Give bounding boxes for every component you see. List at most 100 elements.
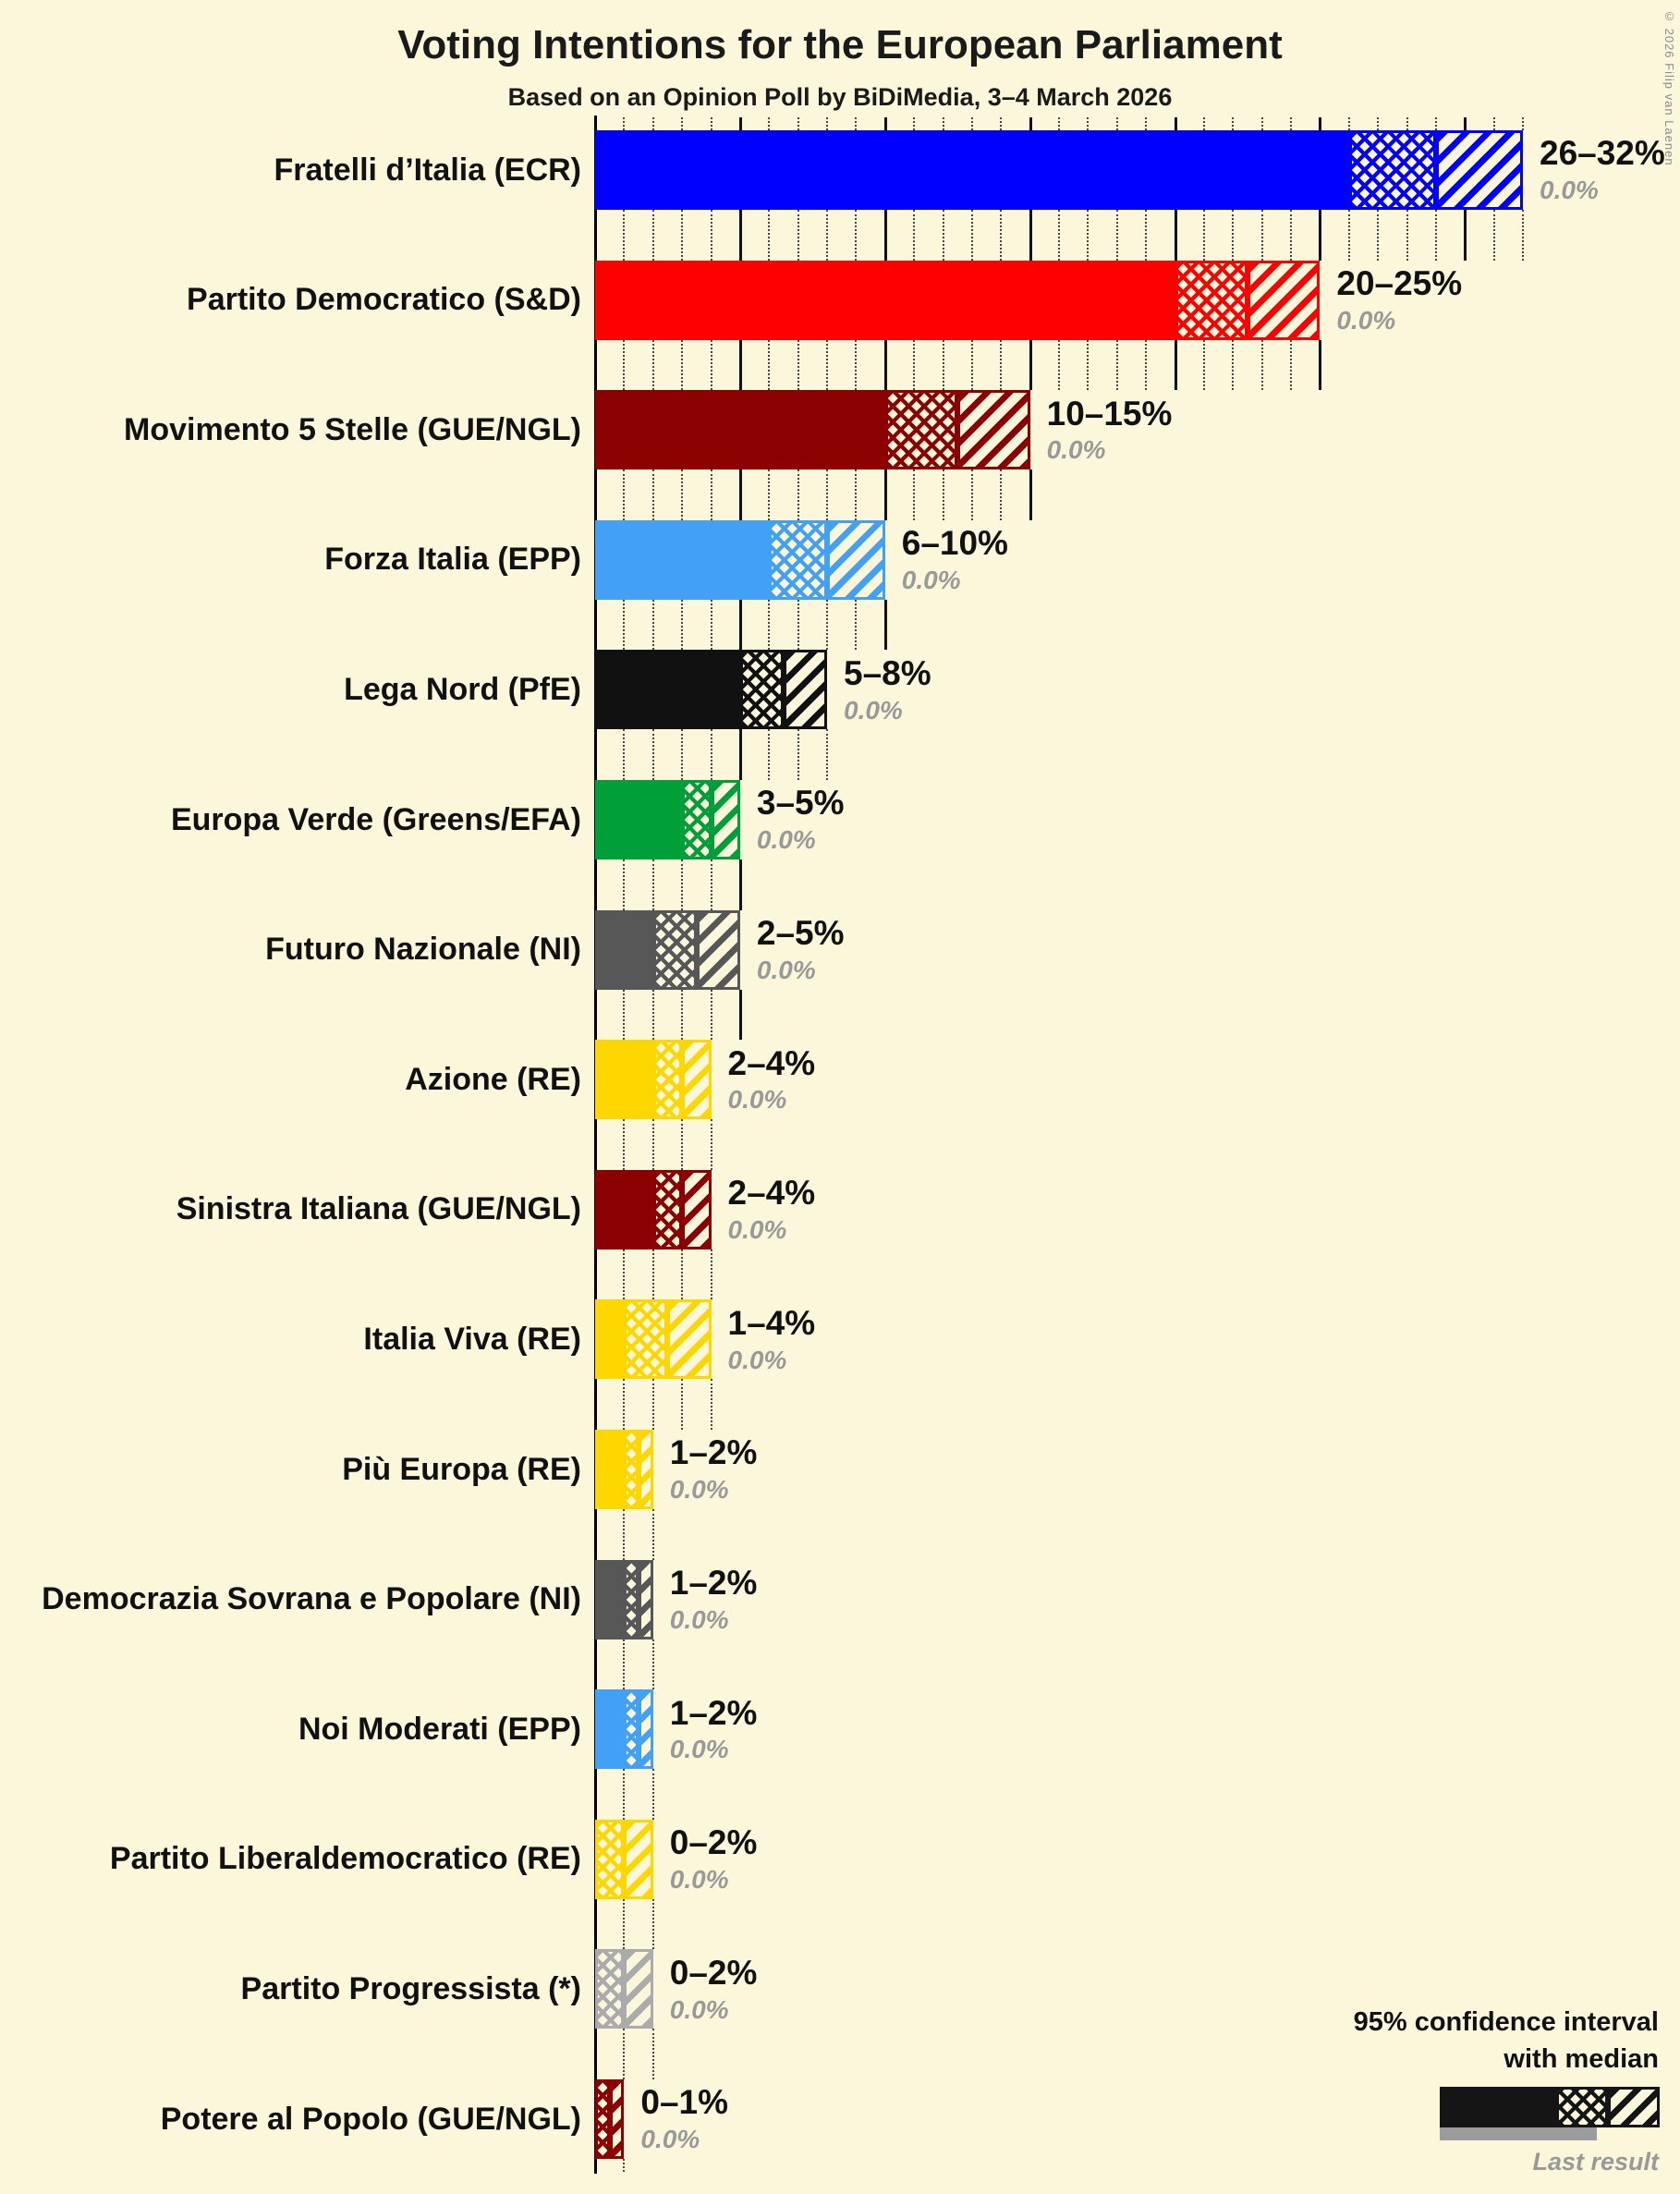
gridline xyxy=(623,469,626,520)
gridline xyxy=(797,469,799,520)
gridline xyxy=(826,210,828,261)
range-label: 2–5% xyxy=(756,913,845,952)
gridline xyxy=(1290,210,1292,261)
legend-title-line2: with median xyxy=(1503,2044,1659,2074)
last-result-label: 0.0% xyxy=(727,1085,787,1115)
party-label: Lega Nord (PfE) xyxy=(344,671,581,707)
last-result-label: 0.0% xyxy=(669,1475,729,1505)
gridline xyxy=(1232,210,1235,261)
gridline xyxy=(738,989,742,1041)
bar-segment-solid xyxy=(595,1169,653,1249)
party-label: Movimento 5 Stelle (GUE/NGL) xyxy=(124,411,581,447)
range-label: 0–1% xyxy=(640,2083,729,2122)
gridline xyxy=(1347,210,1350,261)
gridline xyxy=(738,339,742,391)
gridline xyxy=(942,117,944,130)
gridline xyxy=(1522,210,1524,261)
bar-segment-diagonal xyxy=(1435,130,1523,210)
bar-segment-crosshatch xyxy=(595,1949,625,2029)
result-labels: 1–2% 0.0% xyxy=(670,1560,758,1639)
gridline xyxy=(1115,117,1118,130)
bar-segment-solid xyxy=(595,130,1349,210)
gridline xyxy=(970,469,973,520)
gridline xyxy=(1319,210,1322,261)
gridline-strip xyxy=(595,469,1034,520)
bar-segment-solid xyxy=(595,1559,625,1639)
gridline xyxy=(623,1769,626,1820)
gridline xyxy=(623,1119,626,1170)
gridline xyxy=(913,210,916,261)
bar-segment-crosshatch xyxy=(595,2079,610,2159)
gridline xyxy=(681,1249,684,1300)
gridline xyxy=(738,210,742,261)
gridline xyxy=(1202,339,1205,391)
gridline-strip xyxy=(595,989,744,1041)
result-bar xyxy=(595,1040,712,1120)
last-result-label: 0.0% xyxy=(901,566,961,595)
result-bar xyxy=(595,1559,653,1639)
gridline xyxy=(651,599,654,651)
range-label: 2–4% xyxy=(727,1043,816,1082)
gridline xyxy=(623,859,626,910)
gridline xyxy=(1406,210,1408,261)
gridline xyxy=(651,1639,654,1690)
gridline xyxy=(1029,469,1032,520)
gridline xyxy=(1319,339,1322,391)
gridline xyxy=(1406,117,1408,130)
bar-segment-diagonal xyxy=(783,650,827,730)
gridline xyxy=(681,210,684,261)
gridline xyxy=(1087,117,1090,130)
gridline xyxy=(797,210,799,261)
gridline xyxy=(710,859,712,910)
gridline xyxy=(1232,339,1235,391)
gridline xyxy=(1087,339,1090,391)
result-bar xyxy=(595,1299,712,1380)
result-labels: 2–4% 0.0% xyxy=(728,1170,816,1249)
gridline xyxy=(738,729,742,780)
gridline xyxy=(738,117,742,130)
last-result-label: 0.0% xyxy=(1540,176,1599,205)
party-label: Partito Democratico (S&D) xyxy=(187,282,581,318)
gridline xyxy=(855,210,858,261)
gridline xyxy=(1058,210,1060,261)
result-labels: 0–2% 0.0% xyxy=(670,1820,758,1899)
gridline xyxy=(1377,210,1380,261)
result-bar xyxy=(595,2079,625,2159)
bar-segment-diagonal xyxy=(682,1169,712,1249)
gridline-strip xyxy=(595,1639,657,1690)
gridline xyxy=(1115,210,1118,261)
result-bar xyxy=(595,909,740,990)
range-label: 1–2% xyxy=(669,1693,758,1732)
result-labels: 1–2% 0.0% xyxy=(670,1430,758,1509)
legend-diagonal-segment xyxy=(1608,2087,1660,2127)
result-labels: 1–2% 0.0% xyxy=(670,1689,758,1769)
gridline xyxy=(883,117,887,130)
gridline xyxy=(1000,339,1003,391)
bar-segment-solid xyxy=(595,909,653,990)
gridline-strip xyxy=(595,339,1323,391)
bar-segment-diagonal xyxy=(609,2079,625,2159)
gridline xyxy=(1145,117,1148,130)
range-label: 0–2% xyxy=(669,1823,758,1862)
range-label: 0–2% xyxy=(669,1953,758,1992)
gridline xyxy=(623,339,626,391)
gridline xyxy=(883,339,887,391)
gridline xyxy=(826,339,828,391)
gridline xyxy=(710,1119,712,1170)
bar-segment-diagonal xyxy=(667,1299,712,1380)
bar-segment-diagonal xyxy=(639,1689,653,1770)
last-result-label: 0.0% xyxy=(727,1345,787,1374)
bar-segment-crosshatch xyxy=(884,390,958,470)
range-label: 5–8% xyxy=(844,653,931,692)
gridline-strip xyxy=(595,1379,715,1430)
gridline xyxy=(855,599,858,651)
last-result-label: 0.0% xyxy=(1046,435,1106,465)
bar-segment-solid xyxy=(595,519,770,600)
bar-segment-solid xyxy=(595,1430,625,1509)
bar-segment-diagonal xyxy=(696,909,740,990)
gridline xyxy=(623,1249,626,1300)
gridline xyxy=(970,210,973,261)
gridline xyxy=(913,117,916,130)
gridline xyxy=(710,469,712,520)
bar-segment-crosshatch xyxy=(595,1819,625,1899)
